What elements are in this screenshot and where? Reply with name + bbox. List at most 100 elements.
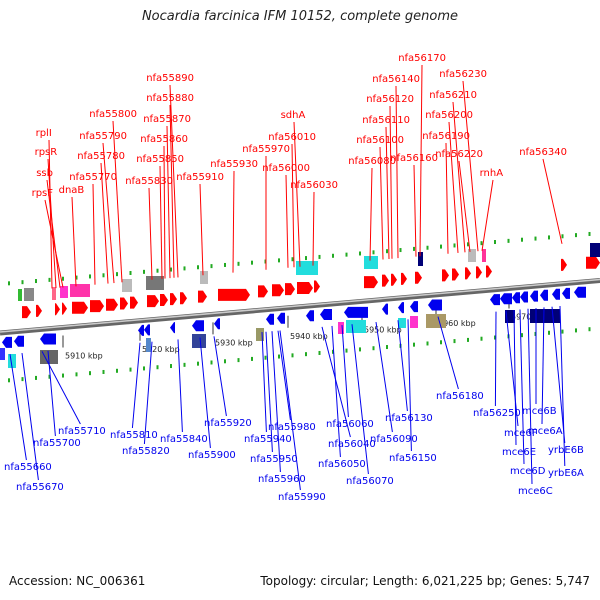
top-gene-label: nfa55830 — [125, 176, 173, 187]
reverse-gene-arrow — [574, 286, 586, 298]
top-gene-label: rnhA — [480, 168, 504, 179]
reverse-gene-arrow — [520, 291, 528, 303]
reverse-gene-arrow — [306, 310, 314, 322]
upper-dotted-guide — [21, 280, 24, 285]
forward-gene-arrow — [314, 280, 320, 293]
upper-dotted-guide — [116, 272, 118, 277]
bottom-gene-label: nfa55670 — [16, 482, 64, 493]
upper-dotted-guide — [440, 244, 442, 249]
lower-dotted-guide — [588, 327, 591, 332]
bottom-leader-line — [321, 326, 351, 438]
bottom-gene-label: nfa55960 — [258, 474, 306, 485]
reverse-gene-arrow — [40, 333, 56, 345]
bottom-gene-label: nfa56130 — [385, 413, 433, 424]
top-gene-label: nfa55910 — [176, 172, 224, 183]
top-gene-label: nfa56200 — [425, 110, 473, 121]
feature-box — [200, 271, 208, 284]
upper-dotted-guide — [575, 233, 577, 238]
forward-gene-arrow — [401, 272, 407, 285]
lower-dotted-guide — [156, 365, 159, 370]
top-leader-line — [452, 101, 466, 253]
reverse-gene-arrow — [552, 288, 560, 300]
bottom-leader-line — [9, 354, 27, 461]
upper-dotted-guide — [332, 253, 334, 258]
top-gene-label: nfa55800 — [89, 109, 137, 120]
top-leader-line — [46, 179, 61, 288]
upper-dotted-guide — [62, 276, 64, 281]
bottom-leader-line — [279, 330, 301, 491]
bottom-leader-line — [21, 353, 39, 481]
bottom-gene-label: nfa56150 — [389, 453, 437, 464]
top-gene-label: nfa55770 — [69, 172, 117, 183]
upper-dotted-guide — [507, 238, 510, 243]
bottom-gene-label: mce6D — [510, 466, 546, 477]
reverse-gene-arrow — [14, 335, 24, 347]
top-gene-label: nfa56170 — [398, 53, 446, 64]
upper-dotted-guide — [426, 245, 429, 250]
bottom-gene-label: mce6A — [528, 426, 563, 437]
top-gene-label: nfa56160 — [390, 153, 438, 164]
forward-gene-arrow — [36, 304, 42, 317]
top-gene-label: nfa56190 — [422, 131, 470, 142]
bottom-leader-line — [541, 307, 545, 425]
forward-gene-arrow — [170, 293, 177, 306]
top-gene-label: nfa56010 — [268, 132, 316, 143]
bottom-leader-line — [199, 337, 211, 449]
feature-box — [346, 320, 366, 333]
bottom-leader-line — [407, 319, 412, 452]
top-gene-label: dnaB — [59, 185, 85, 196]
lower-dotted-guide — [291, 353, 294, 358]
top-leader-line — [163, 145, 166, 279]
forward-gene-arrow — [22, 306, 31, 319]
reverse-gene-arrow — [266, 313, 274, 325]
feature-box — [52, 287, 56, 300]
forward-gene-arrow — [391, 273, 397, 286]
top-leader-line — [448, 121, 459, 253]
upper-dotted-guide — [548, 235, 550, 240]
forward-gene-arrow — [476, 266, 482, 279]
genome-summary: Topology: circular; Length: 6,021,225 bp… — [260, 574, 590, 588]
forward-gene-arrow — [147, 295, 159, 308]
lower-dotted-guide — [332, 349, 334, 354]
upper-dotted-guide — [386, 249, 388, 254]
bottom-leader-line — [271, 331, 281, 473]
lower-dotted-guide — [521, 333, 523, 338]
top-gene-label: nfa55930 — [210, 159, 258, 170]
upper-dotted-guide — [156, 268, 159, 273]
bottom-gene-label: nfa56040 — [328, 439, 376, 450]
bottom-leader-line — [527, 308, 533, 485]
genome-axis-highlight — [0, 278, 600, 333]
top-leader-line — [169, 84, 179, 278]
top-gene-label: nfa56340 — [519, 147, 567, 158]
lower-dotted-guide — [8, 378, 10, 383]
feature-box — [70, 284, 90, 297]
top-gene-label: nfa56000 — [262, 163, 310, 174]
upper-dotted-guide — [534, 236, 537, 241]
top-leader-line — [148, 187, 153, 280]
reverse-gene-arrow — [512, 292, 520, 304]
forward-gene-arrow — [382, 274, 389, 287]
forward-gene-arrow — [198, 290, 207, 303]
top-leader-line — [232, 170, 235, 273]
top-leader-line — [445, 142, 449, 254]
scale-tick-label: 5930 kbp — [215, 338, 253, 347]
lower-dotted-guide — [278, 354, 280, 359]
feature-box — [146, 276, 164, 290]
bottom-leader-line — [213, 336, 227, 417]
lower-dotted-guide — [426, 341, 429, 346]
bottom-gene-label: nfa55810 — [110, 430, 158, 441]
bottom-gene-label: nfa56180 — [436, 391, 484, 402]
reverse-gene-arrow — [170, 322, 175, 334]
forward-gene-arrow — [130, 296, 138, 309]
forward-gene-arrow — [120, 297, 128, 310]
top-leader-line — [413, 164, 417, 257]
top-gene-label: nfa55890 — [146, 73, 194, 84]
bottom-leader-line — [375, 322, 393, 433]
feature-box — [24, 288, 34, 301]
bottom-gene-label: nfa55990 — [278, 492, 326, 503]
reverse-gene-arrow — [144, 324, 150, 336]
top-gene-label: rpsR — [35, 147, 58, 158]
bottom-gene-label: nfa56250 — [473, 408, 521, 419]
bottom-leader-line — [265, 331, 273, 453]
scale-tick-label: 5970 kbp — [511, 312, 549, 321]
